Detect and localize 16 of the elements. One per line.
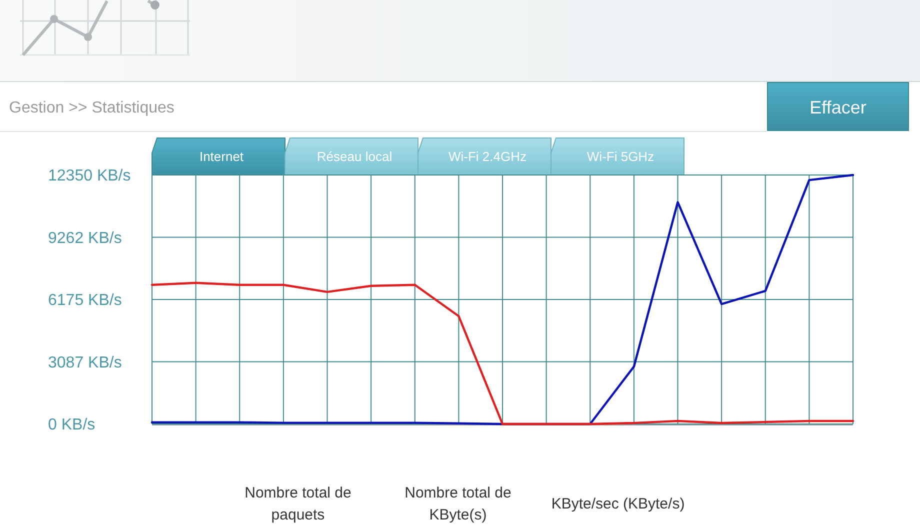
line-series xyxy=(150,282,854,426)
text: Nombre total de KByte(s) xyxy=(404,484,512,524)
text: KByte/sec (KByte/s) xyxy=(551,495,685,512)
button: Effacer xyxy=(767,82,909,131)
text: Nombre total de paquets xyxy=(244,484,352,524)
chart-title: Gestion >> Statistiques xyxy=(9,100,174,117)
tab: Wi-Fi 5GHz xyxy=(550,138,684,176)
tab: Internet xyxy=(152,138,286,176)
y-tick-label: 12350 KB/s xyxy=(48,168,131,185)
line-series xyxy=(150,174,854,426)
tab: Réseau local xyxy=(284,138,418,176)
y-tick-label: 6175 KB/s xyxy=(48,292,122,310)
y-tick-label: 0 KB/s xyxy=(48,416,96,434)
y-tick-label: 3087 KB/s xyxy=(48,354,122,372)
tab: Wi-Fi 2.4GHz xyxy=(418,138,552,176)
y-tick-label: 9262 KB/s xyxy=(48,230,122,247)
